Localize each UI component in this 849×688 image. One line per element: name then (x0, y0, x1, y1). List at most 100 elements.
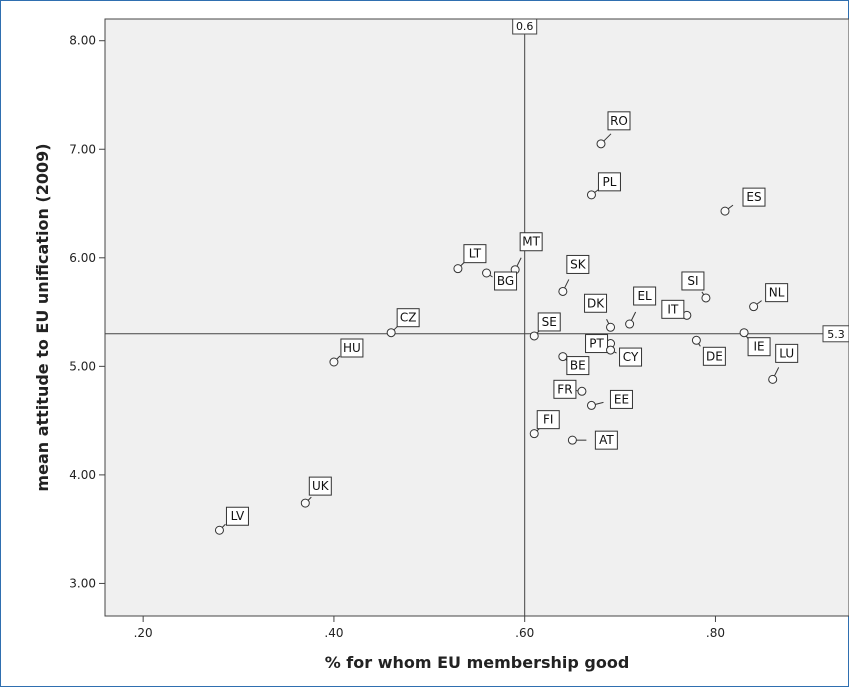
point-label-box (463, 244, 487, 264)
point-marker (558, 352, 568, 362)
point-label-box (607, 111, 631, 131)
point-label: SK (570, 257, 587, 271)
point-label: DE (706, 349, 723, 363)
data-point: LV (214, 506, 249, 535)
point-marker (596, 139, 606, 149)
point-marker (214, 525, 224, 535)
point-label-box (566, 254, 590, 274)
point-label: LV (231, 509, 245, 523)
point-label: BE (570, 359, 586, 373)
data-point: BG (482, 268, 518, 291)
point-label-box (553, 379, 577, 399)
point-label: FI (543, 413, 553, 427)
point-label-box (765, 283, 789, 303)
point-label-box (702, 346, 726, 366)
y-tick-label: 4.00 (69, 468, 96, 482)
point-label-box (633, 286, 657, 306)
data-point: NL (749, 283, 789, 312)
data-points: RO PL ES MT LT BG SK SI NL EL DK IT SE CZ IE DE PT CY BE HU… (214, 111, 799, 535)
point-label-box (566, 356, 590, 376)
point-label: EL (637, 289, 652, 303)
y-tick-label: 3.00 (69, 576, 96, 590)
point-label-box (537, 312, 561, 332)
point-label-box (494, 271, 518, 291)
point-marker (329, 357, 339, 367)
data-point: RO (596, 111, 631, 149)
data-point: CY (606, 345, 643, 367)
data-point: CZ (386, 308, 420, 338)
point-label-box (225, 506, 249, 526)
point-label-box (619, 347, 643, 367)
point-label: EE (614, 392, 629, 406)
data-point: BE (558, 352, 590, 376)
x-axis-title: % for whom EU membership good (325, 653, 630, 672)
point-label: HU (343, 341, 361, 355)
point-marker (558, 286, 568, 296)
point-label-box (661, 299, 685, 319)
data-point: DE (691, 335, 726, 366)
point-label: SI (687, 274, 698, 288)
point-label: FR (557, 382, 572, 396)
data-point: IE (739, 328, 771, 357)
data-point: LT (453, 244, 487, 274)
point-label-box (585, 334, 609, 354)
data-point: FR (553, 379, 587, 399)
data-point: PL (586, 172, 621, 200)
point-marker (701, 293, 711, 303)
data-point: PT (585, 334, 616, 354)
data-point: AT (567, 430, 618, 450)
point-marker (625, 319, 635, 329)
y-axis-title: mean attitude to EU unification (2009) (33, 143, 52, 491)
point-label: IE (754, 340, 765, 354)
y-axis: 3.00 4.00 5.00 6.00 7.00 8.00 (69, 34, 105, 590)
y-tick-label: 6.00 (69, 251, 96, 265)
x-tick-label: .20 (134, 626, 153, 640)
point-label-box (308, 476, 332, 496)
point-label: UK (312, 479, 330, 493)
data-point: MT (510, 232, 543, 275)
data-point: LU (768, 343, 799, 384)
point-label: AT (599, 433, 614, 447)
point-label: DK (587, 296, 605, 310)
data-point: SK (558, 254, 590, 296)
data-point: EE (586, 389, 633, 410)
point-marker (606, 322, 616, 332)
point-label: IT (667, 302, 679, 316)
point-label-box (609, 389, 633, 409)
point-label: CY (623, 350, 639, 364)
point-marker (300, 498, 310, 508)
point-marker (529, 331, 539, 341)
point-label: BG (497, 274, 514, 288)
point-label: MT (522, 235, 540, 249)
y-tick-label: 7.00 (69, 142, 96, 156)
data-point: FI (529, 410, 560, 439)
point-marker (482, 268, 492, 278)
point-marker (691, 335, 701, 345)
point-label: NL (769, 286, 785, 300)
plot-area (104, 18, 849, 617)
point-label-box (584, 293, 608, 313)
point-label-box (519, 232, 543, 252)
data-point: SI (681, 271, 711, 303)
point-label: PT (589, 337, 604, 351)
y-reference-label: 5.3 (822, 325, 849, 343)
x-axis: .20 .40 .60 .80 (134, 616, 725, 640)
x-tick-label: .60 (515, 626, 534, 640)
point-marker (586, 190, 596, 200)
point-marker (739, 328, 749, 338)
x-tick-label: .40 (324, 626, 343, 640)
point-label-box (597, 172, 621, 192)
point-label-box (536, 410, 560, 430)
point-label-box (775, 343, 799, 363)
data-point: UK (300, 476, 332, 508)
point-marker (720, 206, 730, 216)
point-marker (453, 264, 463, 274)
y-tick-label: 8.00 (69, 34, 96, 48)
point-label: SE (542, 315, 557, 329)
point-label-box (340, 338, 364, 358)
point-label-box (747, 337, 771, 357)
x-reference-label: 0.6 (512, 18, 538, 35)
point-marker (586, 400, 596, 410)
